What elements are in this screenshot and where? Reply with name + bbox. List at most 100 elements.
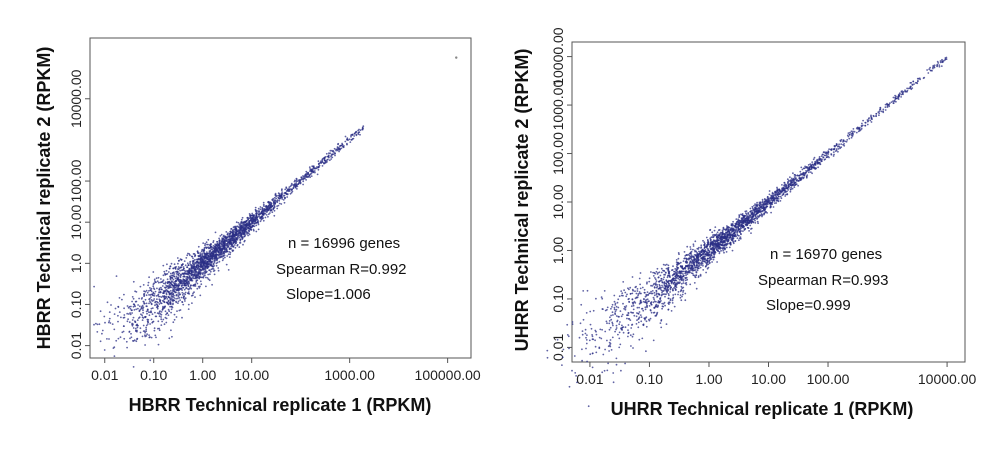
data-point (149, 297, 151, 300)
data-point (191, 276, 194, 279)
data-point (184, 297, 187, 300)
data-point (203, 255, 206, 258)
data-point (150, 307, 153, 310)
data-point (837, 150, 839, 153)
data-point (96, 331, 99, 333)
data-point (685, 254, 688, 256)
data-point (722, 249, 725, 252)
data-point (154, 311, 156, 314)
data-point (679, 261, 682, 264)
data-point (650, 290, 652, 293)
data-point (933, 65, 936, 68)
data-point (613, 308, 616, 311)
data-point (181, 316, 183, 319)
data-point (150, 302, 153, 305)
data-point (238, 233, 241, 235)
data-point (166, 273, 169, 275)
data-point (236, 244, 239, 247)
data-point (169, 265, 172, 267)
data-point (288, 186, 291, 189)
data-point (235, 228, 238, 231)
data-point (235, 221, 238, 224)
data-point (654, 315, 657, 317)
data-point (671, 299, 674, 302)
data-point (723, 237, 725, 240)
data-point (126, 320, 129, 323)
data-point (656, 306, 659, 308)
data-point (771, 195, 774, 198)
data-point (658, 287, 661, 290)
data-point (648, 318, 650, 321)
data-point (167, 290, 170, 293)
data-point (353, 135, 356, 137)
data-point (138, 297, 141, 300)
data-point (776, 197, 779, 200)
data-point (754, 215, 757, 218)
data-point (160, 316, 163, 318)
data-point (608, 322, 611, 325)
data-point (838, 143, 840, 146)
data-point (348, 138, 351, 141)
data-point (631, 323, 634, 326)
data-point (787, 185, 790, 188)
data-point (870, 121, 873, 123)
data-point (672, 289, 674, 291)
data-point (827, 150, 830, 153)
data-point (754, 210, 756, 213)
data-point (856, 127, 859, 130)
data-point (176, 297, 179, 300)
annotation-count-left: n = 16996 genes (288, 235, 400, 252)
data-point (353, 132, 356, 135)
data-point (779, 195, 782, 198)
data-point (163, 298, 166, 301)
data-point (321, 165, 324, 167)
data-point (911, 83, 914, 86)
data-point (212, 253, 214, 256)
data-point (642, 300, 645, 303)
data-point (312, 165, 315, 168)
data-point (149, 287, 151, 289)
data-point (191, 262, 194, 264)
data-point (696, 269, 699, 272)
data-point (214, 243, 217, 246)
data-point (160, 313, 163, 316)
x-axis-title-left: HBRR Technical replicate 1 (RPKM) (129, 395, 432, 415)
x-tick-label: 0.10 (636, 371, 663, 387)
data-point (653, 298, 655, 301)
data-point (128, 330, 131, 333)
data-point (287, 189, 289, 192)
data-point (259, 220, 262, 223)
data-point (217, 246, 220, 249)
data-point (254, 206, 257, 209)
data-point (177, 289, 179, 291)
data-point (825, 154, 828, 157)
data-point (619, 343, 622, 346)
data-point (611, 336, 614, 339)
data-point (220, 243, 223, 245)
data-point (592, 338, 595, 341)
data-point (817, 166, 819, 169)
data-point (812, 164, 815, 167)
data-point (718, 233, 721, 235)
data-point (665, 272, 667, 274)
data-point (191, 274, 193, 277)
data-point (310, 175, 313, 178)
data-point (780, 197, 783, 200)
data-point (165, 295, 167, 298)
data-point (96, 323, 99, 326)
data-point (175, 285, 178, 287)
data-point (627, 324, 630, 326)
data-point (877, 111, 880, 113)
data-point (148, 300, 151, 302)
data-point (136, 338, 138, 341)
data-point (660, 319, 663, 321)
data-point (173, 263, 176, 266)
data-point (790, 186, 792, 189)
data-point (603, 369, 606, 372)
data-point (230, 243, 232, 246)
data-point (606, 322, 608, 325)
data-point (110, 304, 112, 306)
data-point (661, 305, 664, 308)
data-point (618, 337, 621, 340)
data-point (224, 251, 227, 254)
